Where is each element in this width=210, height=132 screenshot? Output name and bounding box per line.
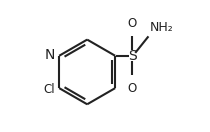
Text: Cl: Cl	[43, 83, 55, 96]
Text: S: S	[128, 49, 137, 63]
Text: O: O	[128, 17, 137, 30]
Text: O: O	[128, 81, 137, 95]
Text: NH₂: NH₂	[150, 21, 173, 34]
Text: N: N	[45, 48, 55, 62]
